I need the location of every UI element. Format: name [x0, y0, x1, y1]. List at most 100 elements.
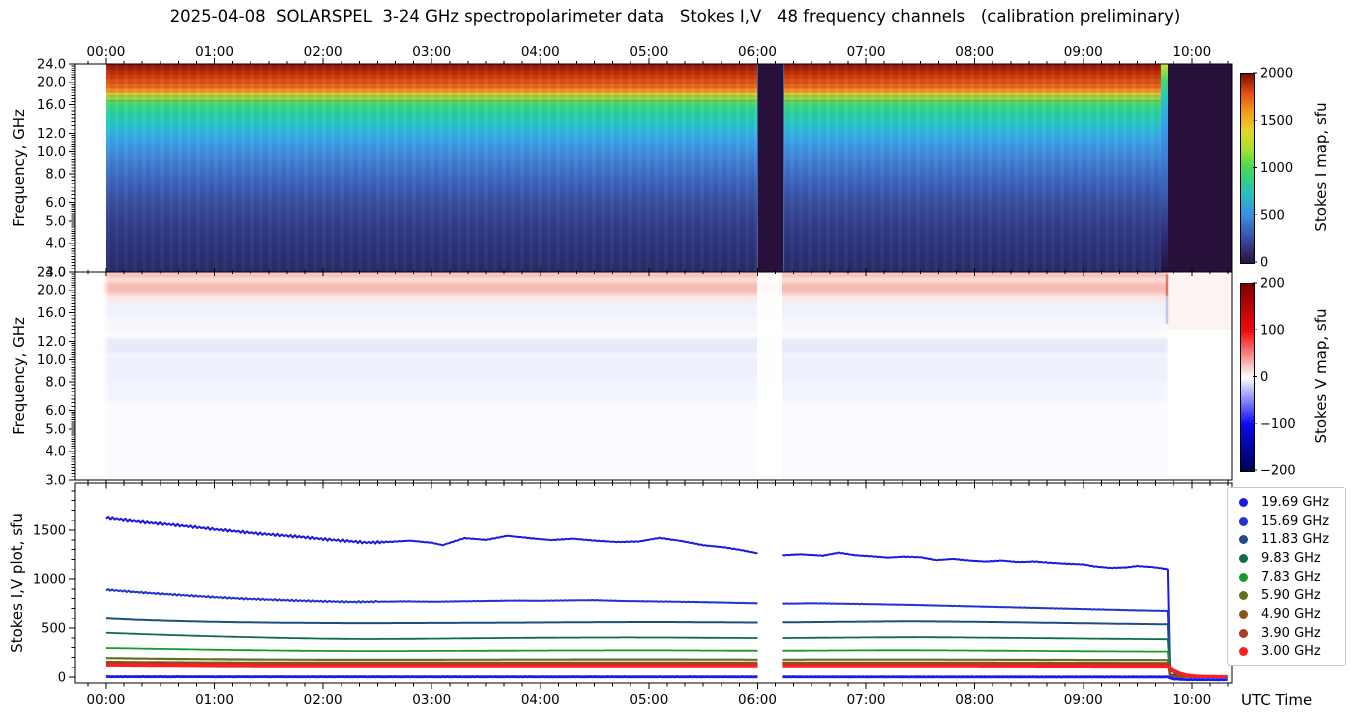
stokes-v-band: [105, 401, 1168, 480]
x-tick-label-bottom: 05:00: [629, 692, 668, 708]
legend-label: 19.69 GHz: [1261, 494, 1330, 510]
stokes-v-band: [105, 317, 1168, 334]
legend-marker-icon: [1239, 628, 1248, 638]
legend-item: 9.83 GHz: [1228, 549, 1345, 568]
legend-item: 3.00 GHz: [1228, 643, 1345, 662]
legend-marker-icon: [1239, 572, 1248, 582]
colorbar-i-tick-label: 1500: [1260, 114, 1293, 129]
x-tick-label-bottom: 03:00: [412, 692, 451, 708]
legend-marker-icon: [1239, 609, 1248, 619]
y-tick-label: 5.0: [45, 422, 66, 437]
y-tick-label: 6.0: [45, 196, 66, 211]
legend-item: 7.83 GHz: [1228, 568, 1345, 587]
series-line-590: [782, 658, 1228, 678]
stokes-v-end-streak-red: [1165, 274, 1168, 296]
y-tick-label: 4.0: [45, 445, 66, 460]
y-tick-label: 10.0: [37, 353, 66, 368]
x-tick-label-top: 03:00: [412, 44, 451, 60]
x-tick-label-bottom: 10:00: [1172, 692, 1211, 708]
panel-border: [74, 271, 1233, 481]
legend-marker-icon: [1239, 647, 1248, 657]
series-line-783: [105, 647, 758, 653]
stokes-v-data-gap: [757, 272, 783, 480]
legend-label: 5.90 GHz: [1261, 588, 1321, 604]
x-tick-label-top: 02:00: [304, 44, 343, 60]
stokes-v-no-data-tail: [1167, 272, 1232, 480]
y-tick-label: 10.0: [37, 145, 66, 160]
stokes-v-band: [105, 301, 1168, 318]
stokes-v-band: [105, 281, 1168, 295]
y-tick-label: 24.0: [37, 58, 66, 73]
stokes-i-map-panel: [75, 64, 1232, 272]
y-tick-label: 3.0: [45, 474, 66, 489]
legend-item: 5.90 GHz: [1228, 586, 1345, 605]
stokes-i-spectrogram: [105, 64, 1168, 272]
x-tick-label-top: 09:00: [1064, 44, 1103, 60]
series-line-983: [782, 636, 1228, 678]
series-line-1969: [782, 551, 1228, 678]
x-tick-label-top: 07:00: [847, 44, 886, 60]
x-tick-label-top: 06:00: [738, 44, 777, 60]
y-tick-label: 3.0: [45, 266, 66, 281]
legend-label: 11.83 GHz: [1261, 532, 1330, 548]
stokes-v-band: [105, 355, 1168, 382]
flux-tick-label: 1500: [33, 524, 66, 539]
stokes-i-time-texture: [105, 64, 1168, 272]
legend-label: 9.83 GHz: [1261, 550, 1321, 566]
x-tick-label-top: 10:00: [1172, 44, 1211, 60]
series-line-1183: [105, 617, 758, 625]
legend-item: 15.69 GHz: [1228, 512, 1345, 531]
x-tick-label-top: 00:00: [86, 44, 125, 60]
colorbar-v-tick-label: −100: [1260, 417, 1296, 432]
stokes-i-colorbar: [1240, 73, 1255, 264]
colorbar-v-tick-label: 100: [1260, 323, 1285, 338]
y-tick-label: 16.0: [37, 306, 66, 321]
y-tick-label: 8.0: [45, 167, 66, 182]
legend-item: 11.83 GHz: [1228, 530, 1345, 549]
colorbar-v-tick-label: 200: [1260, 277, 1285, 292]
series-line-1969: [105, 515, 758, 555]
legend-item: 19.69 GHz: [1228, 493, 1345, 512]
series-line-stokes-v: [105, 675, 758, 679]
stokes-v-tail-tint: [1167, 274, 1232, 330]
line-series-group: [105, 515, 1228, 682]
series-line-300: [782, 664, 1228, 679]
colorbar-v-tick-label: 0: [1260, 370, 1268, 385]
legend-marker-icon: [1239, 591, 1248, 601]
legend: 19.69 GHz 15.69 GHz 11.83 GHz 9.83 GHz 7.83 …: [1227, 487, 1346, 666]
series-line-300: [105, 663, 758, 668]
y-tick-label: 20.0: [37, 284, 66, 299]
y-tick-label: 20.0: [37, 76, 66, 91]
series-line-1569: [105, 588, 758, 605]
x-tick-label-bottom: 04:00: [521, 692, 560, 708]
legend-label: 3.00 GHz: [1261, 644, 1321, 660]
stokes-v-band: [105, 381, 1168, 402]
utc-time-label: UTC Time: [1241, 691, 1313, 709]
x-tick-label-bottom: 07:00: [847, 692, 886, 708]
panel-border: [74, 63, 1233, 273]
series-line-390: [105, 661, 758, 666]
legend-label: 7.83 GHz: [1261, 569, 1321, 585]
y-tick-label: 12.0: [37, 335, 66, 350]
panel-border: [74, 482, 1233, 684]
x-tick-label-top: 08:00: [955, 44, 994, 60]
y-tick-label: 6.0: [45, 404, 66, 419]
series-line-1569: [782, 602, 1228, 678]
legend-marker-icon: [1239, 516, 1248, 526]
stokes-v-band: [105, 272, 1168, 279]
stokes-i-no-data-tail: [1167, 64, 1232, 272]
y-tick-label: 4.0: [45, 237, 66, 252]
y-tick-label: 5.0: [45, 214, 66, 229]
x-tick-label-top: 05:00: [629, 44, 668, 60]
y-tick-label: 16.0: [37, 98, 66, 113]
stokes-v-band: [105, 278, 1168, 302]
stokes-i-data-end-edge: [1160, 64, 1169, 272]
legend-marker-icon: [1239, 535, 1248, 545]
colorbar-i-tick-label: 500: [1260, 208, 1285, 223]
stokes-v-band: [105, 338, 1168, 354]
legend-label: 4.90 GHz: [1261, 606, 1321, 622]
series-line-1183: [782, 620, 1228, 678]
series-line-783: [782, 649, 1228, 678]
